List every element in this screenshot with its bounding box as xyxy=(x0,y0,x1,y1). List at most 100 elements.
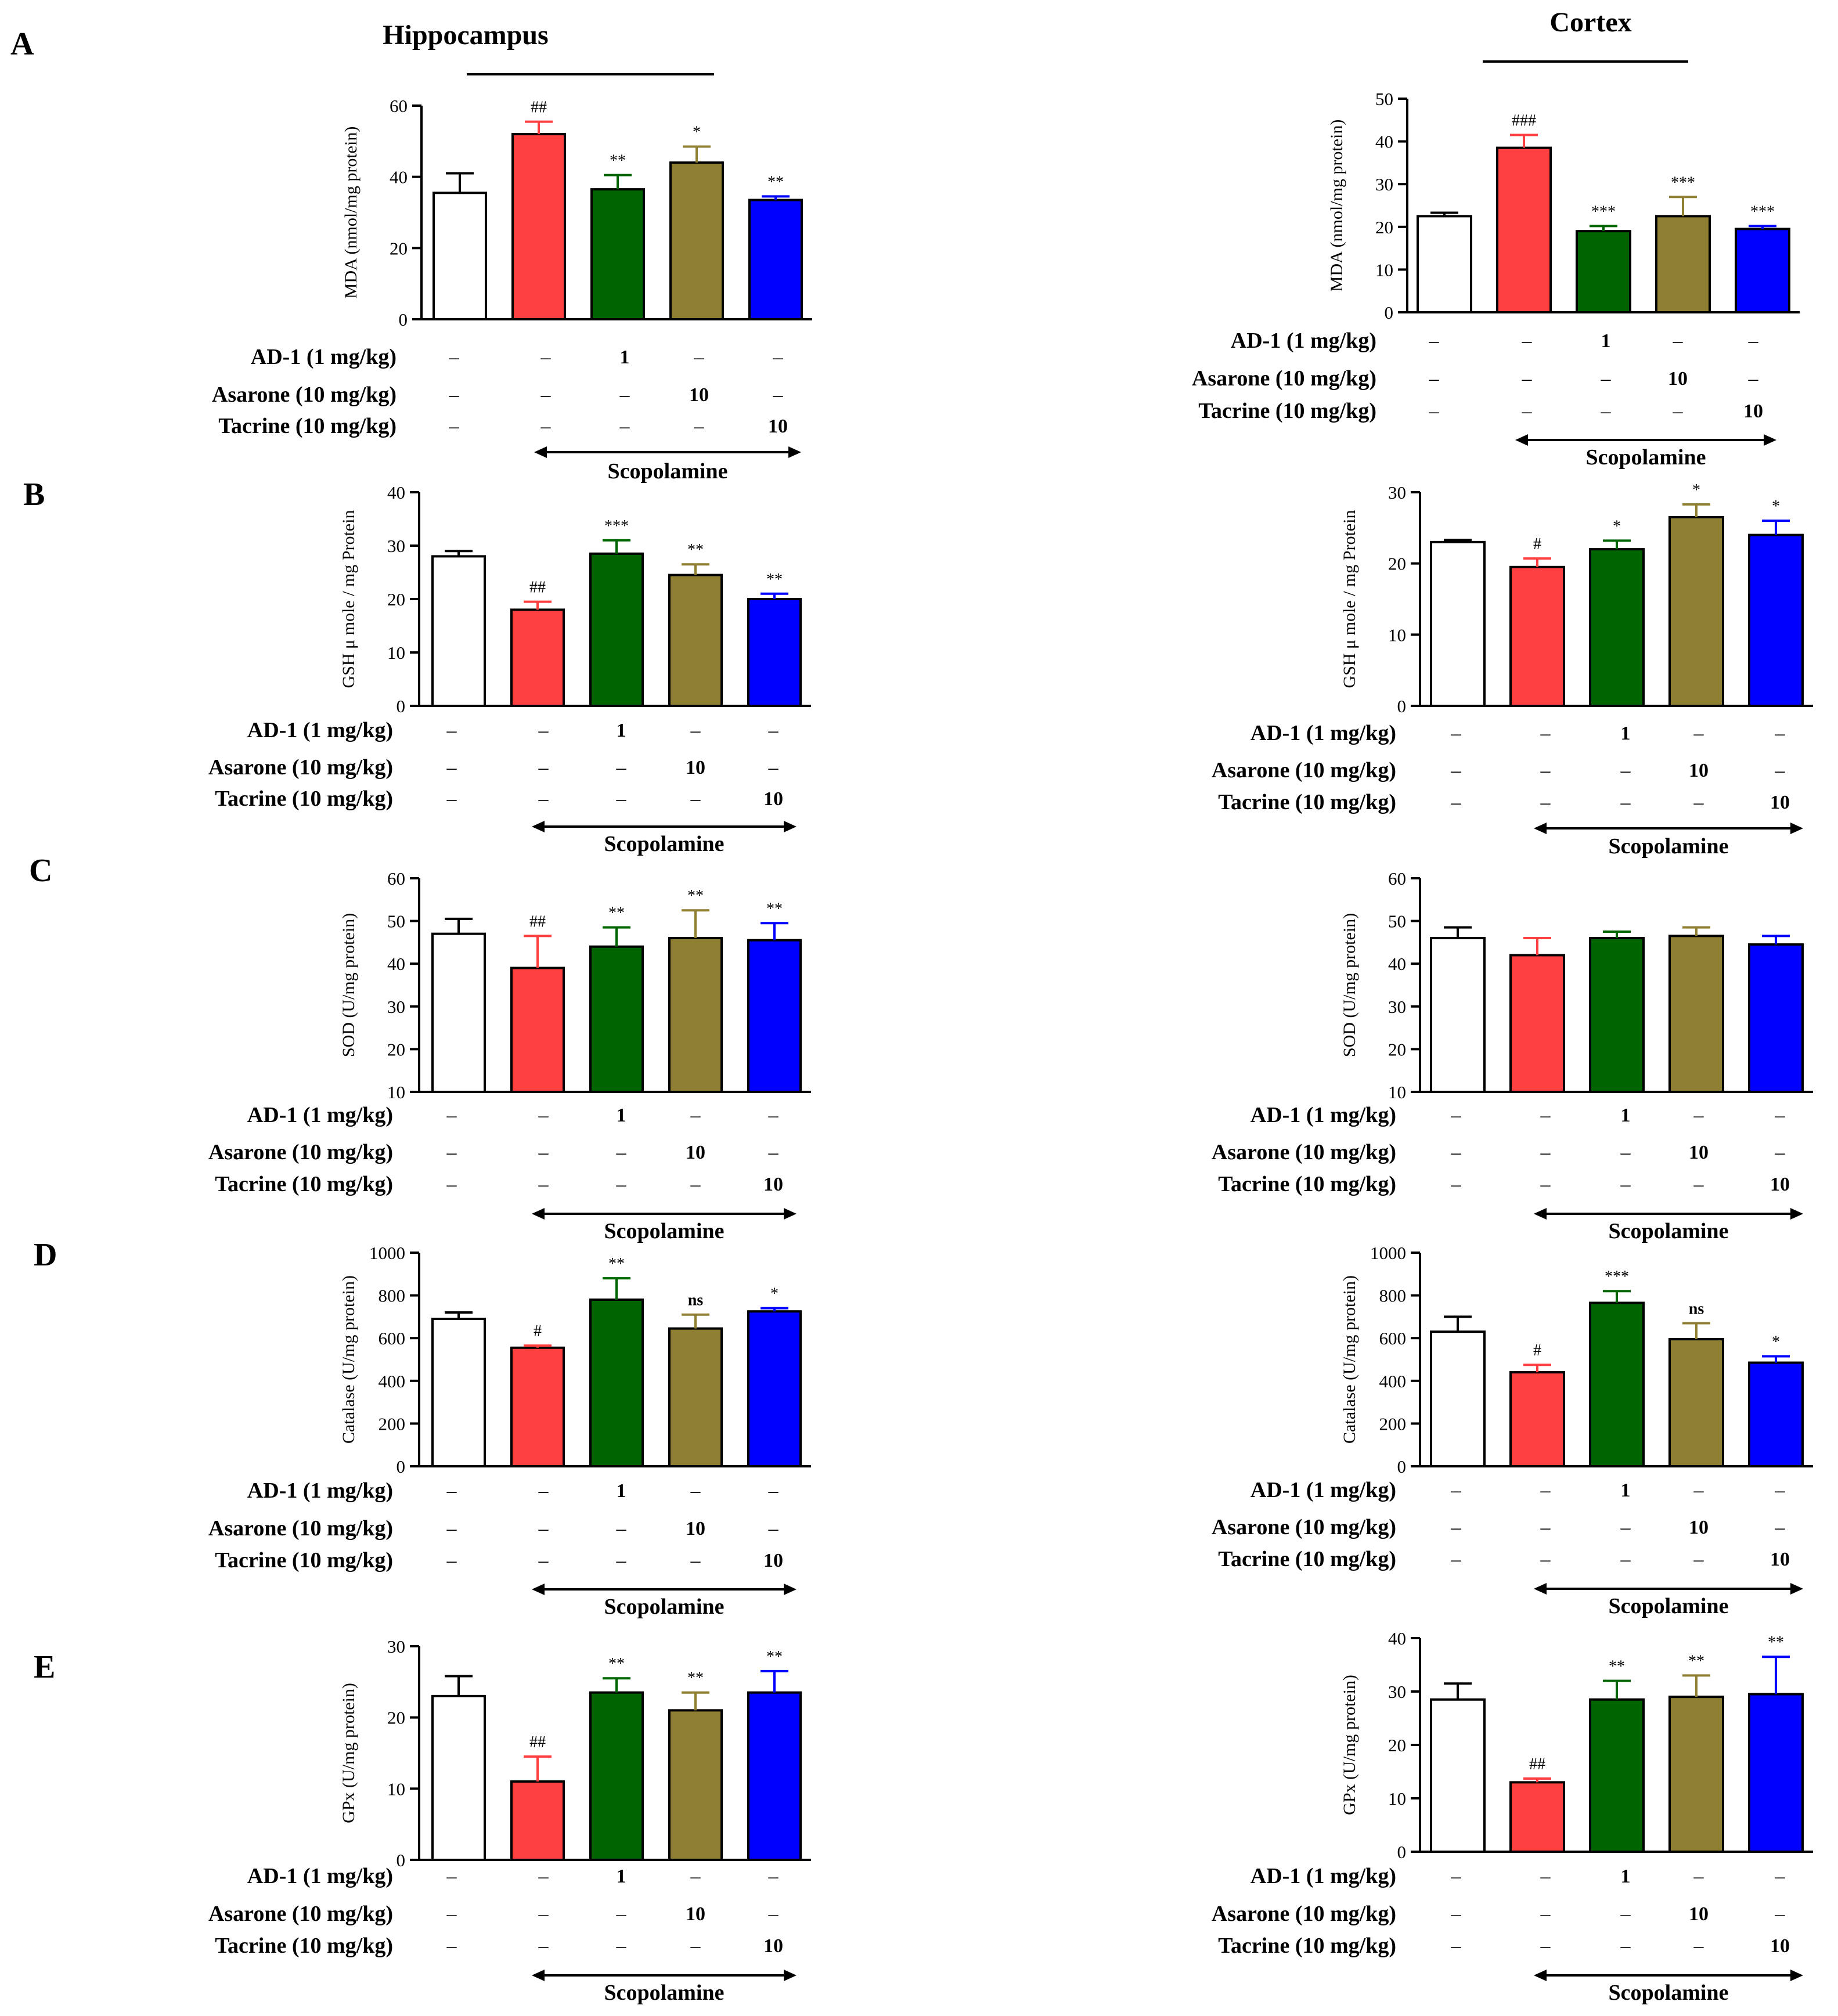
treatment-value: – xyxy=(1451,1866,1462,1887)
treatment-value: – xyxy=(1540,1517,1551,1538)
chart-e-cortex: 0 10 20 30 40 GPx (U/mg protein) ## ** ** ** AD-1 … xyxy=(1212,1628,1813,2005)
treatment-label: Asarone (10 mg/kg) xyxy=(208,1140,393,1164)
significance-label: *** xyxy=(1591,203,1616,221)
significance-label: ns xyxy=(1689,1300,1704,1318)
y-tick-label: 20 xyxy=(1375,217,1393,237)
treatment-value: – xyxy=(1693,1480,1704,1501)
y-tick-label: 0 xyxy=(397,696,406,716)
y-axis-label: GSH μ mole / mg Protein xyxy=(339,510,358,688)
y-tick-label: 0 xyxy=(1397,1842,1407,1862)
significance-label: ## xyxy=(1529,1755,1545,1773)
bar-control xyxy=(431,1694,486,1862)
treatment-value: – xyxy=(616,788,627,810)
bar-asarone xyxy=(668,1327,723,1467)
treatment-value: 10 xyxy=(686,1142,705,1163)
treatment-value: – xyxy=(538,1518,549,1539)
y-axis-label: GSH μ mole / mg Protein xyxy=(1340,510,1359,688)
treatment-value: 10 xyxy=(686,1903,705,1925)
bar-tacrine xyxy=(748,199,803,320)
bar-ad-1 xyxy=(1589,1301,1645,1467)
y-tick-label: 20 xyxy=(1388,1039,1406,1059)
treatment-label: AD-1 (1 mg/kg) xyxy=(1231,329,1376,353)
significance-label: ** xyxy=(766,1648,783,1666)
treatment-value: – xyxy=(768,720,779,741)
scopolamine-arrowhead-right xyxy=(784,1208,797,1220)
y-tick-label: 40 xyxy=(1388,954,1406,974)
treatment-value: – xyxy=(1673,401,1684,422)
bar-asarone xyxy=(668,937,723,1094)
y-tick-label: 0 xyxy=(397,1850,406,1870)
treatment-value: – xyxy=(538,1550,549,1571)
y-tick-label: 800 xyxy=(1379,1286,1407,1306)
treatment-value: – xyxy=(446,720,457,741)
y-tick-label: 50 xyxy=(1375,89,1393,109)
treatment-value: 1 xyxy=(1621,723,1631,744)
treatment-value: – xyxy=(768,757,779,778)
hippocampus-header: Hippocampus xyxy=(383,20,548,51)
bar-asarone xyxy=(1655,215,1711,313)
treatment-value: – xyxy=(538,720,549,741)
treatment-value: – xyxy=(1620,1935,1631,1957)
significance-label: ** xyxy=(1609,1658,1625,1676)
scopolamine-arrowhead-left xyxy=(532,1584,545,1595)
treatment-value: – xyxy=(1620,1549,1631,1570)
y-tick-label: 40 xyxy=(387,954,405,974)
treatment-value: – xyxy=(446,1142,457,1163)
bar-ad-1 xyxy=(590,188,645,320)
treatment-value: – xyxy=(616,1550,627,1571)
bar-asarone xyxy=(1668,935,1724,1093)
scopolamine-arrowhead-left xyxy=(1534,823,1547,834)
treatment-value: – xyxy=(773,347,784,368)
y-tick-label: 10 xyxy=(387,1082,405,1102)
treatment-value: – xyxy=(1620,1517,1631,1538)
bar-scopolamine xyxy=(510,608,565,708)
treatment-value: – xyxy=(1693,1174,1704,1195)
treatment-value: – xyxy=(1601,368,1612,390)
scopolamine-arrowhead-left xyxy=(1534,1208,1547,1220)
bar-control xyxy=(1430,1330,1486,1467)
significance-label: ** xyxy=(608,904,625,922)
treatment-value: – xyxy=(1451,1480,1462,1501)
y-tick-label: 1000 xyxy=(1370,1243,1406,1263)
scopolamine-label: Scopolamine xyxy=(604,832,725,856)
treatment-value: – xyxy=(446,1518,457,1539)
significance-label: ** xyxy=(608,1255,625,1273)
treatment-value: 10 xyxy=(1770,1549,1790,1570)
bar-scopolamine xyxy=(510,1780,565,1861)
scopolamine-arrowhead-right xyxy=(788,446,801,458)
bar-asarone xyxy=(1668,1696,1724,1853)
treatment-value: – xyxy=(1775,1105,1786,1126)
bar-ad-1 xyxy=(589,1298,644,1467)
treatment-value: – xyxy=(1451,1174,1462,1195)
treatment-value: – xyxy=(538,1174,549,1195)
y-tick-label: 60 xyxy=(387,868,405,889)
y-tick-label: 60 xyxy=(1388,868,1406,889)
treatment-value: – xyxy=(1429,401,1440,422)
scopolamine-arrowhead-right xyxy=(1790,1583,1803,1595)
significance-label: # xyxy=(1533,535,1541,553)
scopolamine-arrowhead-left xyxy=(532,1970,545,1981)
treatment-value: 10 xyxy=(1689,1517,1709,1538)
scopolamine-label: Scopolamine xyxy=(604,1981,725,2005)
treatment-value: – xyxy=(1429,330,1440,352)
treatment-value: – xyxy=(1540,1105,1551,1126)
treatment-value: – xyxy=(1693,1549,1704,1570)
treatment-label: AD-1 (1 mg/kg) xyxy=(1250,721,1396,745)
treatment-label: AD-1 (1 mg/kg) xyxy=(247,1103,393,1127)
treatment-value: – xyxy=(616,1174,627,1195)
y-tick-label: 20 xyxy=(390,238,408,258)
treatment-value: 10 xyxy=(1689,1903,1709,1925)
treatment-value: – xyxy=(1775,1480,1786,1501)
treatment-label: Asarone (10 mg/kg) xyxy=(1192,366,1376,391)
panel-letter: D xyxy=(34,1237,57,1273)
y-tick-label: 40 xyxy=(1375,132,1393,152)
treatment-value: – xyxy=(1540,1174,1551,1195)
bar-tacrine xyxy=(1748,1361,1804,1468)
y-axis-label: GPx (U/mg protein) xyxy=(1340,1675,1359,1815)
treatment-value: – xyxy=(1429,368,1440,390)
significance-label: ** xyxy=(687,1669,704,1687)
treatment-label: AD-1 (1 mg/kg) xyxy=(247,1478,393,1503)
y-axis-label: SOD (U/mg protein) xyxy=(339,913,358,1057)
treatment-value: – xyxy=(1693,1935,1704,1957)
